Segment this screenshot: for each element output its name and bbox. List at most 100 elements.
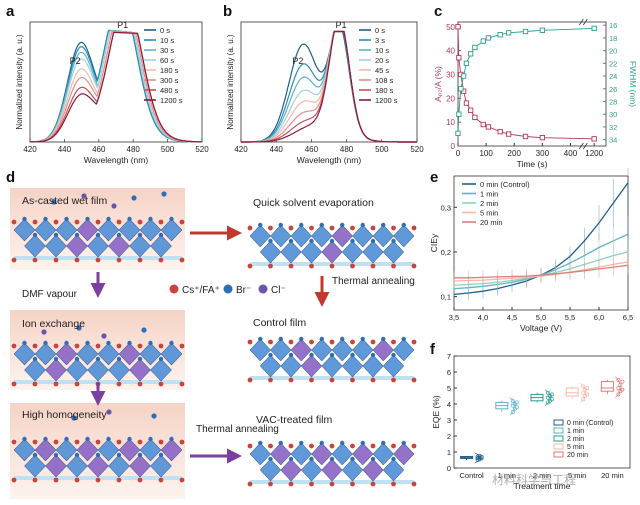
- y-left-tick-label: 50: [446, 23, 455, 32]
- y-axis-label: Normalized intensity (a. u.): [15, 34, 24, 129]
- octahedron: [321, 354, 343, 378]
- octahedron: [160, 218, 183, 242]
- octahedron: [300, 240, 323, 264]
- panel-a-label: a: [6, 3, 15, 20]
- cation-legend-label: Cs⁺/FA⁺: [182, 285, 220, 296]
- halide-atom: [169, 216, 174, 222]
- data-point-right: [480, 38, 486, 44]
- step-vac-film: VAC-treated film: [256, 414, 332, 426]
- octahedron: [87, 234, 109, 258]
- br-legend-label: Br⁻: [236, 285, 251, 296]
- data-point-left: [485, 124, 492, 130]
- halide-atom: [106, 436, 111, 442]
- halide-atom: [258, 336, 263, 342]
- cation-atom: [95, 343, 101, 349]
- octahedron: [331, 338, 353, 362]
- cation-atom: [391, 377, 396, 383]
- data-point-left: [591, 136, 597, 142]
- y-right-tick-label: 28: [609, 97, 617, 106]
- plot-frame: [29, 21, 203, 143]
- x-axis-label: Wavelength (nm): [84, 155, 149, 165]
- legend-label: 30 s: [160, 46, 174, 55]
- step-thermal-annealing-2: Thermal annealing: [196, 424, 279, 435]
- octahedron: [341, 354, 364, 378]
- halide-atom: [370, 456, 376, 462]
- cation-atom: [288, 377, 294, 383]
- cation-atom: [179, 477, 185, 483]
- octahedron: [129, 454, 151, 478]
- cation-atom: [370, 225, 376, 231]
- legend-label: 1 min: [480, 190, 498, 199]
- free-ion: [141, 327, 147, 333]
- data-point-left: [480, 121, 486, 128]
- cation-atom: [309, 443, 314, 449]
- halide-atom: [43, 216, 48, 222]
- legend-label: 20 min: [480, 218, 503, 227]
- octahedron: [280, 240, 302, 264]
- octahedron: [372, 338, 394, 362]
- octahedron: [24, 358, 46, 382]
- halide-atom: [309, 456, 314, 462]
- x-tick-label: 420: [234, 145, 248, 154]
- cation-atom: [288, 339, 294, 345]
- cation-atom: [11, 257, 17, 263]
- octahedron: [24, 454, 46, 478]
- distribution-curve: [580, 382, 586, 403]
- halide-atom: [137, 356, 143, 362]
- data-point: [475, 454, 480, 459]
- data-point-right: [458, 86, 464, 92]
- cation-atom: [53, 219, 59, 225]
- panel-d-schematic: d As-casted wet film Quick solvent evapo…: [6, 169, 417, 500]
- octahedron: [139, 218, 162, 242]
- cation-atom: [268, 377, 273, 383]
- octahedron: [118, 218, 141, 242]
- cation-atom: [158, 219, 164, 225]
- cation-atom: [370, 443, 376, 449]
- halide-atom: [319, 336, 324, 342]
- halide-atom: [288, 456, 294, 462]
- octahedron: [118, 342, 141, 366]
- panel-b-chart: b 420 440 460 480 500 520 Wavelength (nm) Norma…: [223, 3, 424, 165]
- halide-atom: [350, 238, 355, 244]
- distribution-curve: [474, 452, 481, 464]
- x-tick-label: 200: [508, 149, 522, 158]
- data-point-right: [522, 28, 529, 35]
- halide-atom: [309, 238, 314, 244]
- halide-atom: [360, 440, 365, 446]
- data-point-right: [460, 73, 467, 79]
- halide-atom: [95, 356, 101, 362]
- halide-atom: [32, 356, 38, 362]
- free-ion: [131, 195, 137, 201]
- peak-label-p1: P1: [336, 20, 347, 30]
- octahedron: [249, 338, 271, 362]
- halide-atom: [32, 232, 38, 238]
- y-axis-label: CIEy: [429, 233, 439, 252]
- halide-atom: [268, 238, 273, 244]
- data-point: [514, 400, 519, 405]
- legend-label: 60 s: [160, 56, 174, 65]
- halide-atom: [116, 452, 122, 458]
- cation-atom: [137, 381, 143, 387]
- distribution-curve: [544, 389, 551, 406]
- cation-atom: [116, 219, 122, 225]
- cation-atom: [247, 481, 253, 487]
- halide-atom: [127, 340, 132, 346]
- halide-atom: [278, 336, 283, 342]
- panel-b-label: b: [223, 3, 232, 20]
- data-point-left: [468, 107, 474, 113]
- halide-atom: [319, 222, 324, 228]
- octahedron: [300, 458, 323, 482]
- halide-atom: [329, 238, 335, 244]
- cation-atom: [288, 225, 294, 231]
- data-point-right: [463, 60, 470, 66]
- br-legend-dot: [223, 284, 233, 294]
- halide-atom: [350, 352, 355, 358]
- step-as-casted: As-casted wet film: [22, 195, 107, 207]
- x-tick-label: 4,5: [507, 313, 517, 322]
- x-tick-label: 1200: [585, 149, 603, 158]
- cation-atom: [11, 343, 17, 349]
- x-tick-label: 440: [58, 145, 72, 154]
- cation-atom: [116, 343, 122, 349]
- cation-atom: [288, 481, 294, 487]
- y-axis-label: Normalized intensity (a. u.): [226, 34, 235, 129]
